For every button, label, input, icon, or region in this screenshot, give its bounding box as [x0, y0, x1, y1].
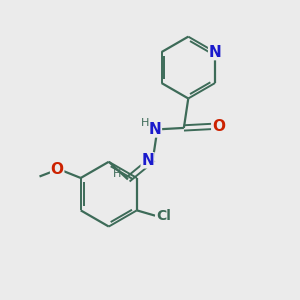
Text: N: N — [141, 153, 154, 168]
Text: O: O — [51, 162, 64, 177]
Text: N: N — [148, 122, 161, 137]
Text: H: H — [141, 118, 149, 128]
Text: N: N — [209, 45, 221, 60]
Text: H: H — [112, 169, 121, 179]
Text: Cl: Cl — [156, 209, 171, 223]
Text: O: O — [212, 119, 225, 134]
